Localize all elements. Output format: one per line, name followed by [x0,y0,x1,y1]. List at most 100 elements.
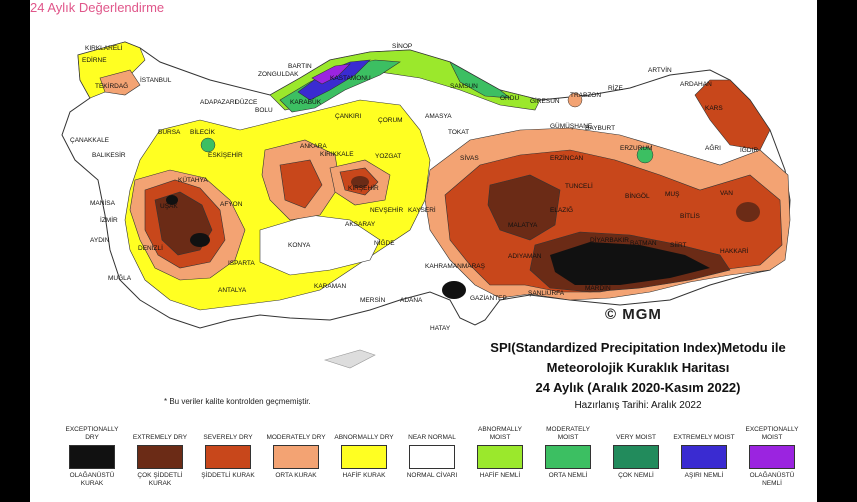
city-label-kirklareli: KIRKLARELİ [85,43,123,52]
city-label-sivas: SİVAS [460,153,479,162]
city-label-van: VAN [720,190,733,197]
caption: 24 Aylık Değerlendirme [30,0,165,15]
city-label-ordu: ORDU [500,95,519,102]
legend-swatch [341,445,387,469]
city-label-nevsehir: NEVŞEHİR [370,205,404,214]
city-label-corum: ÇORUM [378,117,403,124]
legend-swatch [69,445,115,469]
city-label-artvin: ARTVİN [648,65,672,74]
city-label-rize: RİZE [608,83,623,92]
city-label-istanbul: İSTANBUL [140,75,172,84]
legend-swatch [273,445,319,469]
legend-swatch [613,445,659,469]
city-label-adapazari: ADAPAZARI [200,99,237,106]
legend-swatch [477,445,523,469]
map-frame: 24 Aylık Değerlendirme [30,0,817,502]
city-label-bartin: BARTIN [288,63,312,70]
city-label-karabuk: KARABÜK [290,98,322,106]
city-label-cankiri: ÇANKIRI [335,113,362,120]
city-label-duzce: DÜZCE [235,98,258,106]
legend-tr-label: ORTA NEMLİ [548,472,588,479]
legend-en-label: ABNORMALLY MOIST [478,426,522,441]
legend-item: ABNORMALLY DRY HAFİF KURAK [332,424,396,480]
city-label-giresun: GİRESUN [530,96,560,105]
drought-map: KIRKLARELİ EDİRNE TEKİRDAĞ İSTANBUL SİNOP BAR… [61,41,791,369]
legend-tr-label: NORMAL CİVARI [406,472,458,479]
legend-en-label: SEVERELY DRY [203,434,253,441]
legend-en-label: EXTREMELY DRY [132,434,188,441]
legend-tr-label: AŞIRI NEMLİ [684,472,724,479]
city-label-amasya: AMASYA [425,113,452,120]
city-label-gumushane: GÜMÜŞHANE [550,122,593,130]
city-label-kayseri: KAYSERİ [408,205,436,214]
city-label-sanliurfa: ŞANLIURFA [528,290,565,297]
mgm-logo: © MGM [605,306,662,323]
city-label-mugla: MUĞLA [108,273,132,282]
city-label-kutahya: KÜTAHYA [178,176,208,184]
prepared-date: Hazırlanış Tarihi: Aralık 2022 [574,400,702,411]
legend-en-label: NEAR NORMAL [408,434,456,441]
legend-item: MODERATELY MOIST ORTA NEMLİ [536,424,600,480]
city-label-malatya: MALATYA [508,222,538,229]
city-label-canakkale: ÇANAKKALE [70,137,110,144]
city-label-eskisehir: ESKİŞEHİR [208,150,243,159]
city-label-zonguldak: ZONGULDAK [258,71,299,78]
title-line-1: SPI(Standardized Precipitation Index)Met… [490,340,786,355]
city-label-bursa: BURSA [158,129,181,136]
legend-en-label: VERY MOIST [616,434,656,441]
city-label-nigde: NİĞDE [374,238,395,247]
city-label-antalya: ANTALYA [218,287,247,294]
city-label-ankara: ANKARA [300,143,327,150]
legend-tr-label: ORTA KURAK [275,472,317,479]
legend-swatch [749,445,795,469]
city-label-mus: MUŞ [665,191,680,198]
city-label-bayburt: BAYBURT [585,125,615,132]
city-label-elazig: ELAZIĞ [550,205,573,214]
city-label-adiyaman: ADIYAMAN [508,253,542,260]
legend-en-label: ABNORMALLY DRY [334,434,394,441]
city-label-tekirdag: TEKİRDAĞ [95,81,128,90]
title-line-2: Meteorolojik Kuraklık Haritası [546,360,730,375]
legend-swatch [681,445,727,469]
city-label-usak: UŞAK [160,203,178,210]
city-label-konya: KONYA [288,242,311,249]
city-label-ardahan: ARDAHAN [680,81,712,88]
legend-item: SEVERELY DRY ŞİDDETLİ KURAK [196,424,260,480]
city-label-siirt: SİİRT [670,240,687,249]
legend-tr-label: HAFİF NEMLİ [479,472,521,479]
city-label-manisa: MANİSA [90,198,116,207]
city-label-kahramanmaras: KAHRAMANMARAŞ [425,263,486,270]
legend-en-label: MODERATELY DRY [266,434,326,441]
city-label-denizli: DENİZLİ [138,243,163,252]
city-label-bolu: BOLU [255,107,273,114]
legend-en-label: EXCEPTIONALLY DRY [65,426,119,441]
city-label-balikesir: BALIKESİR [92,150,126,159]
city-label-hatay: HATAY [430,325,451,332]
city-label-tokat: TOKAT [448,129,469,136]
city-labels: KIRKLARELİ EDİRNE TEKİRDAĞ İSTANBUL SİNOP BAR… [70,41,758,332]
legend-en-label: EXTREMELY MOIST [673,434,735,441]
legend-item: VERY MOIST ÇOK NEMLİ [604,424,668,480]
legend-swatch [409,445,455,469]
city-label-adana: ADANA [400,297,423,304]
city-label-sinop: SİNOP [392,41,412,50]
footnote: * Bu veriler kalite kontrolden geçmemişt… [164,397,311,406]
legend-item: EXTREMELY DRY ÇOK ŞİDDETLİ KURAK [128,424,192,488]
legend: EXCEPTIONALLY DRY OLAĞANÜSTÜ KURAK EXTREME… [60,424,810,498]
legend-en-label: EXCEPTIONALLY MOIST [745,426,799,441]
title-line-3: 24 Aylık (Aralık 2020-Kasım 2022) [535,380,741,395]
city-label-izmir: İZMİR [100,215,118,224]
legend-item: EXCEPTIONALLY MOIST OLAĞANÜSTÜ NEMLİ [740,424,804,488]
legend-tr-label: OLAĞANÜSTÜ NEMLİ [749,472,795,487]
legend-tr-label: HAFİF KURAK [342,472,386,479]
legend-swatch [137,445,183,469]
legend-item: EXTREMELY MOIST AŞIRI NEMLİ [672,424,736,480]
legend-item: EXCEPTIONALLY DRY OLAĞANÜSTÜ KURAK [60,424,124,488]
city-label-bitlis: BİTLİS [680,211,701,220]
city-label-bingol: BİNGÖL [625,191,650,200]
city-label-bilecik: BİLECİK [190,127,216,136]
legend-tr-label: ÇOK ŞİDDETLİ KURAK [137,472,183,487]
legend-tr-label: ŞİDDETLİ KURAK [201,472,255,479]
legend-item: MODERATELY DRY ORTA KURAK [264,424,328,480]
legend-en-label: MODERATELY MOIST [546,426,590,441]
